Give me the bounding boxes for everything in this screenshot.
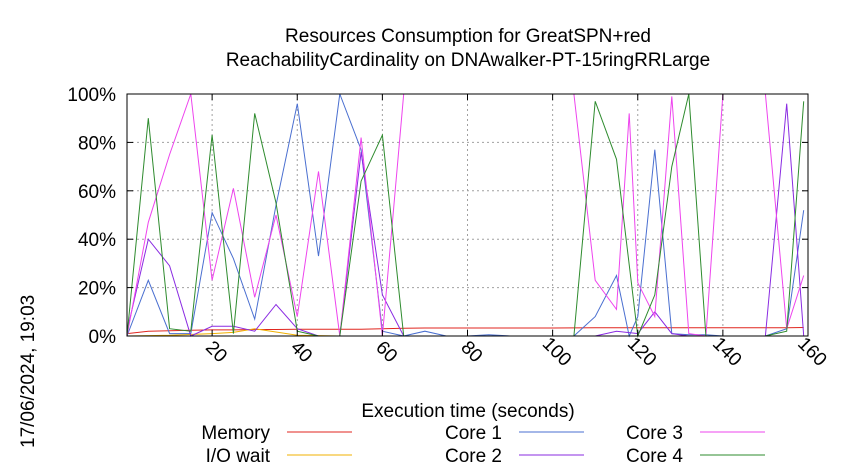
x-tick-label: 160 [793, 333, 830, 370]
x-axis-label: Execution time (seconds) [361, 401, 574, 422]
x-tick-label: 100 [538, 333, 575, 370]
y-tick-label: 20% [78, 279, 116, 300]
legend-label-i-o-wait: I/O wait [206, 446, 271, 467]
y-tick-label: 40% [78, 230, 116, 251]
x-tick-label: 20 [201, 337, 231, 367]
x-tick-label: 140 [708, 333, 745, 370]
legend-label-core-1: Core 1 [445, 423, 502, 444]
legend-label-memory: Memory [201, 423, 270, 444]
series-line-core-1 [126, 93, 805, 338]
chart-title-line-1: Resources Consumption for GreatSPN+red [285, 26, 651, 47]
series-layer [126, 93, 805, 338]
x-tick-label: 60 [371, 337, 401, 367]
y-tick-label: 80% [78, 133, 116, 154]
x-tick-label: 80 [456, 337, 486, 367]
series-line-core-3 [126, 93, 805, 337]
x-tick-label: 120 [623, 333, 660, 370]
chart-title-line-2: ReachabilityCardinality on DNAwalker-PT-… [226, 50, 710, 71]
y-tick-label: 0% [89, 327, 117, 348]
legend-label-core-4: Core 4 [626, 446, 683, 467]
series-line-core-2 [126, 103, 805, 337]
y-axis-ticks: 0% 20% 40% 60% 80% 100% [67, 85, 808, 348]
grid [127, 94, 808, 336]
legend-label-core-3: Core 3 [626, 423, 683, 444]
legend-label-core-2: Core 2 [445, 446, 502, 467]
y-tick-label: 60% [78, 182, 116, 203]
y-tick-label: 100% [67, 85, 116, 106]
series-line-core-4 [126, 93, 805, 338]
timestamp: 17/06/2024, 19:03 [18, 295, 39, 448]
x-tick-label: 40 [286, 337, 316, 367]
